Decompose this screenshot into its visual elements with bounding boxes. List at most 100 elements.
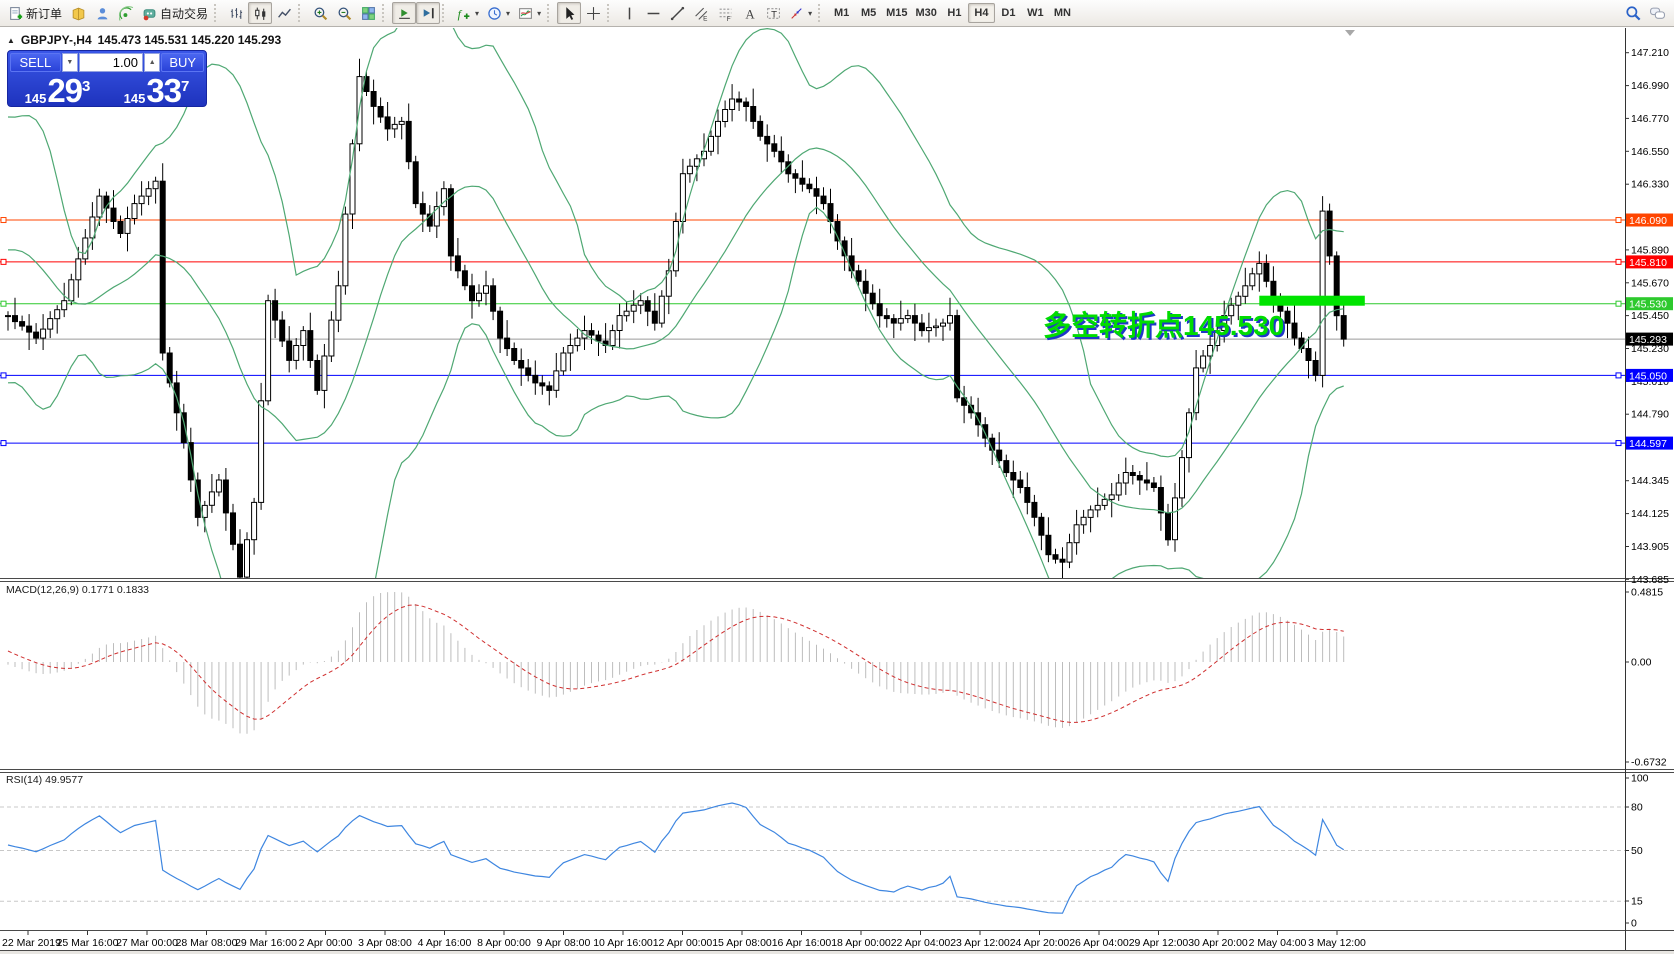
- arrows-button[interactable]: ▾: [785, 2, 816, 24]
- timeframe-h1[interactable]: H1: [941, 3, 968, 23]
- vertical-line-button[interactable]: [617, 2, 641, 24]
- candle: [968, 404, 975, 414]
- candle: [103, 195, 110, 209]
- candle: [131, 203, 138, 220]
- ohlc-values: 145.473 145.531 145.220 145.293: [97, 33, 282, 47]
- equidistant-channel-button[interactable]: E: [689, 2, 713, 24]
- timeframe-d1[interactable]: D1: [995, 3, 1022, 23]
- cursor-button[interactable]: [557, 2, 582, 24]
- candle: [686, 165, 693, 175]
- text-button[interactable]: A: [737, 2, 761, 24]
- horizontal-line-button[interactable]: [641, 2, 665, 24]
- time-axis-label: 26 Apr 04:00: [1069, 937, 1129, 949]
- candle: [1129, 472, 1136, 476]
- fibonacci-button[interactable]: F: [713, 2, 737, 24]
- candle: [1045, 534, 1052, 556]
- candle: [911, 315, 918, 324]
- timeframe-m1[interactable]: M1: [828, 3, 855, 23]
- highlight-bar[interactable]: [1259, 295, 1365, 306]
- chart-shift-marker[interactable]: [1345, 30, 1355, 36]
- text-label-button[interactable]: T: [761, 2, 785, 24]
- time-axis-label: 12 Apr 00:00: [653, 937, 713, 949]
- time-axis-label: 2 Apr 00:00: [299, 937, 353, 949]
- time-axis-label: 25 Mar 16:00: [57, 937, 119, 949]
- candle: [729, 98, 736, 110]
- timeframe-m30[interactable]: M30: [912, 3, 941, 23]
- symbol-period-title: GBPJPY-,H4: [20, 33, 92, 47]
- timeframe-mn[interactable]: MN: [1049, 3, 1076, 23]
- autotrading-button[interactable]: 自动交易: [138, 2, 212, 24]
- timeframe-w1[interactable]: W1: [1022, 3, 1049, 23]
- candle: [1256, 262, 1263, 275]
- candle: [1298, 337, 1305, 350]
- bar-chart-button[interactable]: [224, 2, 248, 24]
- volume-input[interactable]: [79, 53, 144, 72]
- hline-144.597[interactable]: [0, 440, 1625, 447]
- community-button[interactable]: [90, 2, 114, 24]
- price-axis-label: 146.550: [1631, 146, 1669, 158]
- candle: [447, 188, 454, 257]
- candle: [560, 352, 567, 372]
- candlestick-chart-button[interactable]: [248, 2, 273, 24]
- line-chart-button[interactable]: [272, 2, 296, 24]
- candle: [855, 270, 862, 282]
- crosshair-button[interactable]: [581, 2, 605, 24]
- indicators-button[interactable]: f ▾: [452, 2, 483, 24]
- volume-decrease-button[interactable]: ▼: [61, 53, 79, 72]
- sell-price-pip: 3: [82, 78, 91, 95]
- candle: [342, 213, 349, 287]
- trendline-button[interactable]: [665, 2, 689, 24]
- rsi-panel: [0, 802, 1625, 914]
- chart-canvas[interactable]: 147.210 146.990 146.770 146.550 146.330 145.8…: [0, 27, 1674, 954]
- sell-button[interactable]: SELL: [10, 53, 61, 72]
- volume-increase-button[interactable]: ▲: [144, 53, 161, 72]
- chat-button[interactable]: [1645, 2, 1670, 24]
- tile-windows-button[interactable]: [356, 2, 380, 24]
- templates-button[interactable]: ▾: [514, 2, 545, 24]
- candle: [152, 180, 159, 190]
- candle: [771, 143, 778, 152]
- new-order-button[interactable]: 新订单: [4, 2, 66, 24]
- candle: [307, 330, 314, 362]
- candle: [827, 203, 834, 223]
- periods-button[interactable]: ▾: [483, 2, 514, 24]
- candle: [314, 360, 321, 391]
- candle: [1291, 322, 1298, 339]
- candle: [616, 315, 623, 332]
- zoom-out-button[interactable]: [332, 2, 356, 24]
- auto-scroll-icon: [398, 8, 410, 19]
- auto-scroll-button[interactable]: [392, 2, 417, 24]
- sell-price[interactable]: 145 29 3: [10, 74, 105, 107]
- zoom-in-button[interactable]: [308, 2, 332, 24]
- time-axis-label: 3 May 12:00: [1308, 937, 1366, 949]
- candle: [5, 315, 11, 318]
- signals-button[interactable]: [114, 2, 138, 24]
- candle: [124, 218, 131, 234]
- candle: [1080, 516, 1087, 526]
- candle: [1186, 412, 1192, 459]
- candle: [1073, 524, 1080, 544]
- buy-price[interactable]: 145 33 7: [109, 74, 204, 107]
- timeframe-h4[interactable]: H4: [967, 3, 995, 23]
- timeframe-m15[interactable]: M15: [882, 3, 911, 23]
- price-axis-label: 145.450: [1631, 310, 1669, 322]
- chart-shift-icon: [423, 7, 434, 18]
- price-axis-label: 143.685: [1631, 574, 1669, 586]
- hline-146.090[interactable]: [0, 217, 1625, 224]
- timeframe-m5[interactable]: M5: [855, 3, 882, 23]
- line-handle: [1615, 372, 1622, 379]
- candle: [511, 348, 518, 361]
- candle: [1193, 367, 1200, 414]
- svg-text:A: A: [745, 7, 755, 21]
- collapse-ohlc-icon[interactable]: ▲: [7, 35, 15, 45]
- price-axis-label: 147.210: [1631, 47, 1669, 59]
- candle: [110, 207, 117, 223]
- pivot-annotation-text[interactable]: 多空转折点145.530: [1043, 310, 1285, 341]
- candle: [75, 258, 82, 281]
- search-button[interactable]: [1621, 2, 1645, 24]
- hline-145.810[interactable]: [0, 258, 1625, 265]
- axis-price-flag-label: 145.810: [1629, 257, 1667, 269]
- buy-button[interactable]: BUY: [161, 53, 204, 72]
- chart-shift-button[interactable]: [416, 2, 441, 24]
- metaeditor-button[interactable]: [66, 2, 90, 24]
